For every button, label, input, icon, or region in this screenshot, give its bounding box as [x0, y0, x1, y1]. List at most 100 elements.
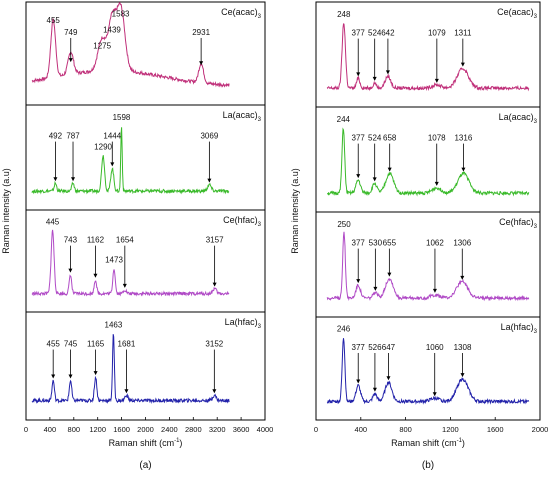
peak-arrowhead-0-2-2	[93, 273, 98, 278]
series-name-subscript: 3	[258, 14, 262, 20]
peak-label-1-0-2: 524	[368, 29, 382, 38]
series-line-0-0	[31, 1, 230, 88]
peak-label-1-1-5: 1316	[454, 134, 472, 143]
series-name-subscript: 3	[534, 119, 538, 125]
peak-arrowhead-0-0-5	[199, 61, 204, 66]
series-name-subscript: 3	[258, 222, 262, 228]
peak-label-0-0-1: 749	[64, 28, 78, 37]
peak-label-1-3-1: 377	[352, 343, 366, 352]
peak-label-0-2-4: 1654	[116, 236, 134, 245]
peak-arrowhead-1-1-5	[461, 167, 466, 172]
series-name-1-1: La(acac)3	[499, 112, 538, 125]
peak-label-0-1-3: 1444	[103, 132, 121, 141]
peak-arrowhead-1-0-5	[460, 62, 465, 67]
peak-label-0-0-0: 455	[47, 16, 61, 25]
subpanel-frame-0-0	[25, 1, 266, 106]
series-line-0-3	[31, 334, 230, 404]
x-tick-label-1-1: 400	[355, 425, 368, 434]
x-tick-label-0-10: 4000	[257, 425, 274, 434]
peak-arrowhead-0-3-1	[68, 374, 73, 379]
panel-label-0: (a)	[139, 460, 151, 471]
peak-arrowhead-1-3-5	[460, 373, 465, 378]
peak-label-1-2-3: 655	[383, 239, 397, 248]
y-axis-label-0: Raman intensity (a.u)	[1, 168, 11, 254]
peak-arrowhead-1-2-2	[373, 286, 378, 291]
subpanel-frame-0-2	[25, 209, 266, 313]
peak-arrowhead-1-3-3	[386, 376, 391, 381]
peak-label-0-3-4: 1681	[118, 340, 136, 349]
x-axis-label-close: )	[462, 438, 465, 448]
peak-label-0-1-4: 1598	[113, 113, 131, 122]
peak-arrowhead-0-3-4	[124, 389, 129, 394]
peak-arrowhead-1-2-4	[432, 288, 437, 293]
peak-label-1-3-4: 1060	[426, 343, 444, 352]
peak-label-0-0-5: 2931	[192, 28, 210, 37]
peak-label-1-3-0: 246	[337, 325, 351, 334]
peak-label-0-0-4: 1583	[112, 10, 130, 19]
series-line-1-1	[326, 127, 530, 197]
peak-arrowhead-1-1-1	[356, 174, 361, 179]
x-tick-label-1-3: 1200	[442, 425, 459, 434]
peak-arrowhead-1-2-3	[387, 272, 392, 277]
peak-arrowhead-1-3-1	[356, 379, 361, 384]
subpanel-frame-0-1	[25, 104, 266, 211]
peak-label-1-1-2: 524	[368, 134, 382, 143]
peak-label-1-0-3: 642	[381, 29, 395, 38]
peak-arrowhead-0-1-1	[71, 177, 76, 182]
peak-label-1-2-4: 1062	[426, 239, 444, 248]
peak-label-1-1-0: 244	[337, 115, 351, 124]
series-name-1-0: Ce(acac)3	[497, 7, 538, 20]
peak-label-0-1-1: 787	[66, 132, 80, 141]
peak-arrowhead-0-1-5	[207, 178, 212, 183]
peak-label-0-1-0: 492	[49, 132, 63, 141]
x-axis-label-close: )	[179, 438, 182, 448]
peak-label-1-2-5: 1306	[453, 239, 471, 248]
series-line-0-2	[31, 229, 230, 297]
panel-label-1: (b)	[422, 460, 434, 471]
x-tick-label-0-7: 2800	[185, 425, 202, 434]
peak-label-1-0-4: 1079	[428, 29, 446, 38]
peak-label-0-2-5: 3157	[206, 236, 224, 245]
peak-label-0-2-1: 743	[64, 236, 78, 245]
peak-arrowhead-1-3-4	[432, 392, 437, 397]
series-line-1-0	[326, 23, 530, 92]
peak-label-1-2-0: 250	[337, 220, 351, 229]
peak-arrowhead-0-3-2	[93, 371, 98, 376]
peak-arrowhead-1-1-4	[434, 181, 439, 186]
series-name-subscript: 3	[534, 14, 538, 20]
peak-arrowhead-0-2-1	[68, 268, 73, 273]
peak-arrowhead-1-1-3	[387, 167, 392, 172]
series-name-1-3: La(hfac)3	[501, 322, 538, 335]
series-name-0-2: Ce(hfac)3	[223, 215, 262, 228]
peak-label-0-1-5: 3069	[200, 132, 218, 141]
x-axis-label-superscript: -1	[174, 438, 180, 444]
peak-label-1-3-5: 1308	[454, 343, 472, 352]
x-tick-label-0-2: 800	[68, 425, 81, 434]
peak-arrowhead-1-2-5	[460, 275, 465, 280]
x-tick-label-1-5: 2000	[532, 425, 549, 434]
x-tick-label-0-1: 400	[44, 425, 57, 434]
peak-label-0-2-0: 445	[46, 217, 60, 226]
peak-label-0-3-0: 455	[47, 340, 61, 349]
series-name-0-1: La(acac)3	[223, 110, 262, 123]
peak-label-1-3-3: 647	[382, 343, 396, 352]
peak-arrowhead-0-1-0	[53, 177, 58, 182]
peak-arrowhead-1-0-2	[372, 76, 377, 81]
peak-label-0-3-1: 745	[64, 340, 78, 349]
x-tick-label-0-4: 1600	[113, 425, 130, 434]
x-axis-label-0: Raman shift (cm-1)	[109, 438, 183, 448]
peak-label-0-3-5: 3152	[205, 340, 223, 349]
series-line-1-3	[326, 338, 530, 405]
series-name-subscript: 3	[258, 117, 262, 123]
peak-arrowhead-1-1-2	[372, 177, 377, 182]
peak-label-0-0-3: 1439	[103, 26, 121, 35]
series-name-0-3: La(hfac)3	[225, 317, 262, 330]
peak-arrowhead-0-3-0	[51, 374, 56, 379]
series-name-0-0: Ce(acac)3	[221, 7, 262, 20]
peak-arrowhead-0-0-1	[68, 58, 73, 63]
x-tick-label-0-9: 3600	[233, 425, 250, 434]
peak-label-0-2-2: 1162	[87, 236, 105, 245]
peak-label-1-1-3: 658	[383, 134, 397, 143]
series-name-subscript: 3	[258, 324, 262, 330]
